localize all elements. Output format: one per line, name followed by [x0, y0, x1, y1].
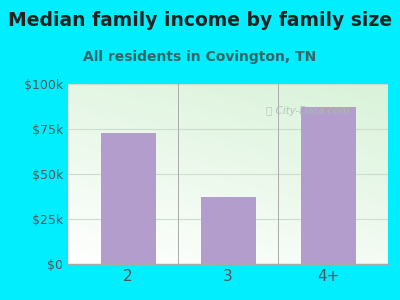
- Bar: [300, 107, 356, 264]
- Bar: [200, 197, 256, 264]
- Bar: [100, 133, 156, 264]
- Text: Median family income by family size: Median family income by family size: [8, 11, 392, 29]
- Text: ⓘ City-Data.com: ⓘ City-Data.com: [266, 106, 350, 116]
- Text: All residents in Covington, TN: All residents in Covington, TN: [83, 50, 317, 64]
